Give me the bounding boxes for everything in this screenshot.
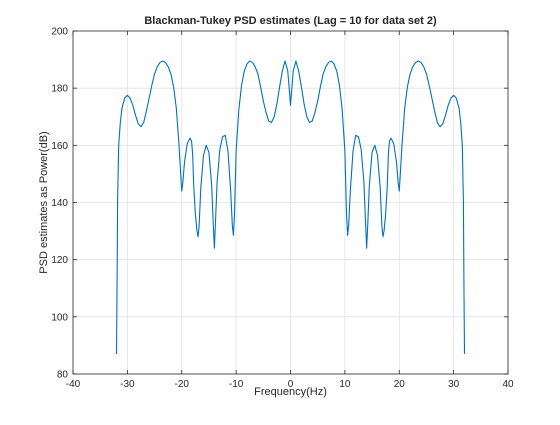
x-axis-label: Frequency(Hz): [254, 386, 327, 398]
x-tick-label: 0: [288, 379, 294, 390]
x-tick-label: -10: [229, 379, 244, 390]
y-ticks: 80 100 120 140 160 180 200: [51, 27, 508, 381]
y-tick-label: 200: [51, 27, 68, 38]
psd-series-line: [115, 60, 466, 354]
y-axis-label: PSD estimates as Power(dB): [38, 131, 50, 273]
x-tick-label: 20: [394, 379, 406, 390]
x-tick-label: 40: [502, 379, 514, 390]
y-tick-label: 160: [51, 141, 68, 152]
x-tick-label: -40: [66, 379, 81, 390]
y-tick-label: 180: [51, 84, 68, 95]
x-tick-label: -20: [175, 379, 190, 390]
y-tick-label: 100: [51, 312, 68, 323]
y-tick-label: 140: [51, 198, 68, 209]
x-ticks: -40 -30 -20 -10 0 10 20 30 40: [66, 31, 514, 390]
x-tick-label: 30: [448, 379, 460, 390]
grid: [73, 31, 508, 374]
y-tick-label: 80: [57, 370, 69, 381]
y-tick-label: 120: [51, 255, 68, 266]
x-tick-label: 10: [339, 379, 351, 390]
chart-title: Blackman-Tukey PSD estimates (Lag = 10 f…: [144, 15, 437, 27]
x-tick-label: -30: [120, 379, 135, 390]
